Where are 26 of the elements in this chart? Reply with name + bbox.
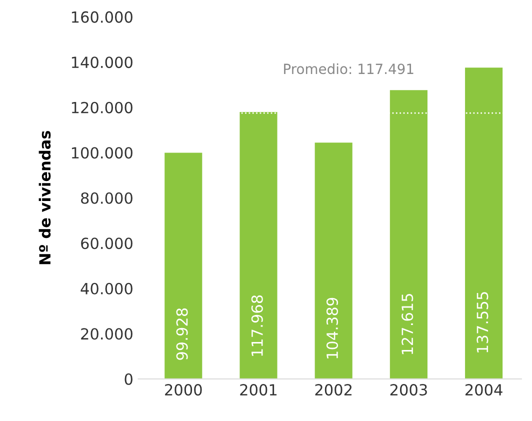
x-tick-label: 2001 (240, 384, 277, 396)
data-label: 104.389 (326, 298, 338, 358)
data-label: 137.555 (476, 292, 488, 352)
y-tick-label: 80.000 (81, 192, 132, 204)
x-tick-label: 2002 (315, 384, 352, 396)
ref-line-label: Promedio: 117.491 (284, 63, 414, 74)
data-label: 117.968 (251, 295, 263, 356)
bar (240, 112, 278, 379)
y-tick-label: 40.000 (80, 282, 132, 294)
x-tick-label: 2003 (390, 384, 427, 396)
bar (164, 152, 202, 379)
y-tick-label: 160.000 (72, 11, 132, 23)
bar (314, 142, 352, 379)
bar (390, 90, 428, 379)
y-tick-label: 100.000 (72, 147, 132, 159)
y-tick-label: 20.000 (81, 328, 132, 340)
y-tick-label: 140.000 (72, 56, 132, 68)
y-tick-label: 120.000 (72, 102, 132, 114)
y-axis-title: Nº de viviendas (38, 130, 51, 264)
data-label: 127.615 (402, 294, 414, 354)
y-tick-label: 0 (124, 373, 132, 385)
x-tick-label: 2000 (165, 384, 202, 396)
y-tick-label: 60.000 (81, 238, 132, 250)
x-tick-label: 2004 (465, 384, 502, 396)
bar (465, 68, 503, 379)
data-label: 99.928 (176, 308, 188, 360)
